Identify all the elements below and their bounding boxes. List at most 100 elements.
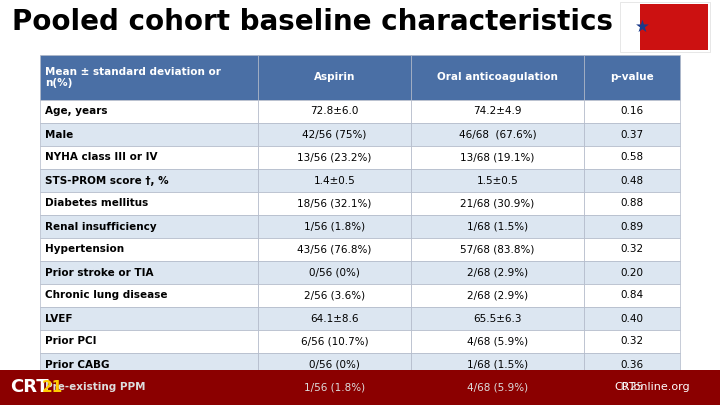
- Bar: [411, 307, 584, 330]
- Text: Mean ± standard deviation or
n(%): Mean ± standard deviation or n(%): [45, 67, 221, 88]
- Text: 1/56 (1.8%): 1/56 (1.8%): [304, 382, 365, 392]
- Text: Hypertension: Hypertension: [45, 245, 124, 254]
- Bar: [40, 100, 258, 123]
- Bar: [258, 284, 411, 307]
- Text: 72.8±6.0: 72.8±6.0: [310, 107, 359, 117]
- Text: 2/68 (2.9%): 2/68 (2.9%): [467, 267, 528, 277]
- Bar: [411, 399, 584, 405]
- Bar: [584, 330, 680, 353]
- Text: Male: Male: [45, 130, 73, 139]
- Bar: [258, 192, 411, 215]
- Bar: [640, 4, 708, 50]
- Text: 43/56 (76.8%): 43/56 (76.8%): [297, 245, 372, 254]
- Bar: [584, 100, 680, 123]
- Bar: [258, 261, 411, 284]
- Text: ★: ★: [634, 18, 649, 36]
- Text: 0.25: 0.25: [621, 382, 644, 392]
- Bar: [411, 169, 584, 192]
- Bar: [584, 353, 680, 376]
- Bar: [584, 238, 680, 261]
- Text: Aspirin: Aspirin: [314, 72, 355, 83]
- Text: 4/68 (5.9%): 4/68 (5.9%): [467, 337, 528, 347]
- Text: 0.20: 0.20: [621, 267, 644, 277]
- Bar: [258, 399, 411, 405]
- Text: 1.5±0.5: 1.5±0.5: [477, 175, 518, 185]
- Text: 0.32: 0.32: [621, 337, 644, 347]
- Text: STS-PROM score †, %: STS-PROM score †, %: [45, 175, 168, 185]
- Text: Pre-existing PPM: Pre-existing PPM: [45, 382, 145, 392]
- Text: 0.48: 0.48: [621, 175, 644, 185]
- Text: NYHA class III or IV: NYHA class III or IV: [45, 153, 158, 162]
- Text: Oral anticoagulation: Oral anticoagulation: [437, 72, 558, 83]
- Text: 21: 21: [42, 380, 63, 395]
- Bar: [258, 353, 411, 376]
- Text: Prior stroke or TIA: Prior stroke or TIA: [45, 267, 153, 277]
- Bar: [411, 353, 584, 376]
- Text: 13/56 (23.2%): 13/56 (23.2%): [297, 153, 372, 162]
- Bar: [258, 307, 411, 330]
- Bar: [584, 215, 680, 238]
- Text: 0.32: 0.32: [621, 245, 644, 254]
- Text: 4/68 (5.9%): 4/68 (5.9%): [467, 382, 528, 392]
- Bar: [584, 192, 680, 215]
- Text: 21/68 (30.9%): 21/68 (30.9%): [461, 198, 535, 209]
- Bar: [411, 55, 584, 100]
- Bar: [411, 192, 584, 215]
- Text: 46/68  (67.6%): 46/68 (67.6%): [459, 130, 536, 139]
- Bar: [0, 370, 720, 405]
- Bar: [584, 399, 680, 405]
- Bar: [411, 238, 584, 261]
- Text: 74.2±4.9: 74.2±4.9: [473, 107, 522, 117]
- Bar: [411, 100, 584, 123]
- Bar: [40, 215, 258, 238]
- Bar: [584, 55, 680, 100]
- Bar: [40, 169, 258, 192]
- Text: p-value: p-value: [610, 72, 654, 83]
- Text: 2/56 (3.6%): 2/56 (3.6%): [304, 290, 365, 301]
- Text: 0/56 (0%): 0/56 (0%): [309, 360, 360, 369]
- Text: 0.36: 0.36: [621, 360, 644, 369]
- Bar: [40, 261, 258, 284]
- Text: 1/68 (1.5%): 1/68 (1.5%): [467, 360, 528, 369]
- Bar: [584, 146, 680, 169]
- Text: 1.4±0.5: 1.4±0.5: [313, 175, 355, 185]
- Text: CRTonline.org: CRTonline.org: [614, 382, 690, 392]
- Bar: [584, 376, 680, 399]
- Bar: [411, 376, 584, 399]
- Text: Renal insufficiency: Renal insufficiency: [45, 222, 157, 232]
- Bar: [40, 399, 258, 405]
- Text: Diabetes mellitus: Diabetes mellitus: [45, 198, 148, 209]
- Bar: [40, 123, 258, 146]
- Bar: [40, 192, 258, 215]
- Bar: [584, 261, 680, 284]
- Bar: [411, 123, 584, 146]
- Text: CRT: CRT: [10, 379, 49, 396]
- Text: 18/56 (32.1%): 18/56 (32.1%): [297, 198, 372, 209]
- Text: 0.84: 0.84: [621, 290, 644, 301]
- Text: Age, years: Age, years: [45, 107, 107, 117]
- Text: 0/56 (0%): 0/56 (0%): [309, 267, 360, 277]
- Text: 64.1±8.6: 64.1±8.6: [310, 313, 359, 324]
- Text: 2/68 (2.9%): 2/68 (2.9%): [467, 290, 528, 301]
- Bar: [40, 284, 258, 307]
- Text: 0.40: 0.40: [621, 313, 644, 324]
- Bar: [411, 146, 584, 169]
- Text: 13/68 (19.1%): 13/68 (19.1%): [460, 153, 535, 162]
- Bar: [40, 376, 258, 399]
- Text: LRT: LRT: [652, 17, 698, 37]
- Text: 0.16: 0.16: [621, 107, 644, 117]
- Bar: [258, 169, 411, 192]
- Bar: [258, 55, 411, 100]
- Bar: [40, 55, 258, 100]
- Text: Prior PCI: Prior PCI: [45, 337, 96, 347]
- Text: Prior CABG: Prior CABG: [45, 360, 109, 369]
- Text: 0.88: 0.88: [621, 198, 644, 209]
- Bar: [411, 261, 584, 284]
- Text: 6/56 (10.7%): 6/56 (10.7%): [300, 337, 368, 347]
- Bar: [411, 215, 584, 238]
- Text: 1/68 (1.5%): 1/68 (1.5%): [467, 222, 528, 232]
- Text: 0.58: 0.58: [621, 153, 644, 162]
- Bar: [620, 2, 710, 52]
- Text: LVEF: LVEF: [45, 313, 73, 324]
- Bar: [411, 284, 584, 307]
